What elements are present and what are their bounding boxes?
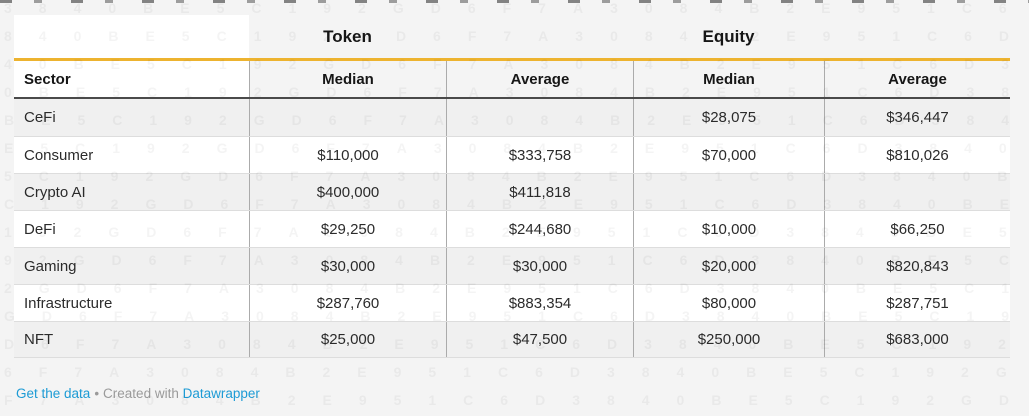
cell-token-median: $25,000 [249,322,446,357]
cell-token-median: $110,000 [249,137,446,173]
created-with-label: Created with [103,386,179,401]
cell-token-median: $29,250 [249,211,446,247]
cell-equity-median: $10,000 [633,211,824,247]
column-header-row: Sector Median Average Median Average [14,61,1010,99]
cell-token-median: $400,000 [249,174,446,210]
cell-sector: Gaming [24,257,77,275]
cell-equity-average [824,174,1010,210]
attribution-footer: Get the data • Created with Datawrapper [16,386,260,401]
column-header-equity-average: Average [824,61,1010,97]
table-row: Crypto AI $400,000 $411,818 [14,173,1010,210]
cell-sector: Consumer [24,146,94,164]
table-row: DeFi $29,250 $244,680 $10,000 $66,250 [14,210,1010,247]
column-header-token-average: Average [446,61,633,97]
cell-equity-median: $20,000 [633,248,824,284]
table-row: NFT $25,000 $47,500 $250,000 $683,000 [14,321,1010,358]
cell-equity-median: $70,000 [633,137,824,173]
cell-token-average: $411,818 [446,174,633,210]
column-header-sector: Sector [14,61,249,97]
table-body: CeFi $28,075 $346,447 Consumer $110,000 … [14,99,1010,358]
cell-token-median: $30,000 [249,248,446,284]
cell-token-average: $883,354 [446,285,633,321]
cell-sector: DeFi [24,220,56,238]
footer-separator: • [94,386,100,401]
cell-token-median [249,99,446,136]
cell-token-average [446,99,633,136]
cell-equity-average: $820,843 [824,248,1010,284]
table-row: Infrastructure $287,760 $883,354 $80,000… [14,284,1010,321]
cell-sector: CeFi [24,109,56,126]
sector-funding-table: Token Equity Sector Median Average Media… [14,15,1010,358]
cell-token-average: $244,680 [446,211,633,247]
cell-token-median: $287,760 [249,285,446,321]
column-header-token-median: Median [249,61,446,97]
cell-token-average: $47,500 [446,322,633,357]
cell-token-average: $30,000 [446,248,633,284]
table-row: Gaming $30,000 $30,000 $20,000 $820,843 [14,247,1010,284]
table-row: CeFi $28,075 $346,447 [14,99,1010,136]
table-row: Consumer $110,000 $333,758 $70,000 $810,… [14,136,1010,173]
column-header-equity-median: Median [633,61,824,97]
cell-equity-average: $683,000 [824,322,1010,357]
group-header-spacer [14,15,249,58]
cell-equity-median [633,174,824,210]
cell-equity-median: $28,075 [633,99,824,136]
get-the-data-link[interactable]: Get the data [16,386,91,401]
cell-sector: NFT [24,331,54,348]
cell-equity-average: $346,447 [824,99,1010,136]
cell-sector: Crypto AI [24,183,86,201]
group-header-spacer [446,15,633,58]
column-group-header-row: Token Equity [14,15,1010,61]
group-header-equity: Equity [702,26,755,46]
datawrapper-link[interactable]: Datawrapper [182,386,260,401]
cropped-text-strip [0,0,1029,3]
group-header-spacer [824,15,1010,58]
cell-equity-average: $810,026 [824,137,1010,173]
cell-equity-average: $66,250 [824,211,1010,247]
cell-sector: Infrastructure [24,294,113,312]
cell-token-average: $333,758 [446,137,633,173]
group-header-token: Token [323,26,372,46]
cell-equity-median: $250,000 [633,322,824,357]
cell-equity-average: $287,751 [824,285,1010,321]
cell-equity-median: $80,000 [633,285,824,321]
